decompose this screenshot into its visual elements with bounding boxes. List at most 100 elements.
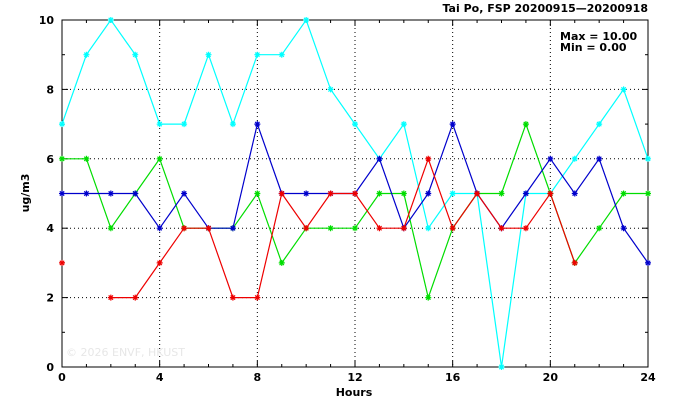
data-point [376,155,383,162]
min-label: Min = 0.00 [560,41,627,54]
data-point [620,190,627,197]
data-point [352,190,358,197]
data-point [327,86,334,93]
data-point [278,259,285,266]
data-point [59,190,65,197]
data-point [156,155,163,162]
data-point [620,86,627,93]
series-group [59,17,651,370]
data-point [425,225,432,232]
y-tick-label: 2 [46,292,54,305]
x-tick-label: 8 [254,371,262,384]
data-point [571,259,578,266]
data-point [596,155,603,162]
data-point [425,294,432,301]
data-point [498,190,505,197]
data-point [498,225,505,232]
data-point [254,121,261,128]
data-point [156,259,163,266]
data-point [596,121,603,128]
data-point [352,121,358,128]
data-point [132,294,139,301]
data-point [181,121,188,128]
data-point [547,190,554,197]
x-axis-label: Hours [336,386,373,399]
data-point [156,121,163,128]
data-point [645,259,651,266]
data-point [107,17,114,23]
data-point [107,225,114,232]
data-point [254,294,261,301]
data-point [620,225,627,232]
data-point [59,121,65,128]
data-point [425,190,432,197]
data-point [59,259,65,266]
watermark: © 2026 ENVF, HKUST [66,346,185,359]
series-line [62,122,648,300]
data-point [278,190,285,197]
data-point [522,225,529,232]
data-point [229,121,236,128]
data-point [83,190,90,197]
data-point [400,225,407,232]
data-point [83,155,90,162]
data-point [474,190,481,197]
data-point [596,225,603,232]
data-point [522,121,529,128]
data-point [83,51,90,58]
data-point [449,190,456,197]
data-point [645,155,651,162]
data-point [205,51,212,58]
data-point [229,294,236,301]
data-point [156,225,163,232]
data-point [400,190,407,197]
y-tick-label: 10 [39,14,55,27]
x-tick-label: 0 [58,371,66,384]
y-tick-label: 8 [46,83,54,96]
x-tick-label: 4 [156,371,164,384]
data-point [498,364,505,370]
data-point [229,225,236,232]
data-point [303,225,310,232]
data-point [181,225,188,232]
y-axis-label: ug/m3 [19,174,32,213]
data-point [254,51,261,58]
data-point [400,121,407,128]
data-point [376,225,383,232]
y-tick-label: 4 [46,222,54,235]
data-point [449,225,456,232]
data-point [254,190,261,197]
data-point [571,190,578,197]
chart-title: Tai Po, FSP 20200915—20200918 [442,2,648,15]
data-point [107,190,114,197]
max-label: Max = 10.00 [560,30,637,43]
data-point [303,190,310,197]
data-point [278,51,285,58]
data-point [449,121,456,128]
series-3 [59,155,578,301]
data-point [327,225,334,232]
series-line [110,156,576,299]
data-point [547,155,554,162]
data-point [376,190,383,197]
x-tick-label: 24 [640,371,656,384]
y-tick-label: 0 [46,361,54,374]
data-point [132,190,139,197]
data-point [327,190,334,197]
data-point [645,190,651,197]
data-point [571,155,578,162]
data-point [205,225,212,232]
y-tick-label: 6 [46,153,54,166]
data-point [425,155,432,162]
data-point [181,190,188,197]
x-tick-label: 20 [543,371,559,384]
data-point [352,225,358,232]
data-point [107,294,114,301]
data-point [303,17,310,23]
data-point [59,155,65,162]
x-tick-label: 16 [445,371,461,384]
data-point [522,190,529,197]
x-tick-label: 12 [347,371,362,384]
